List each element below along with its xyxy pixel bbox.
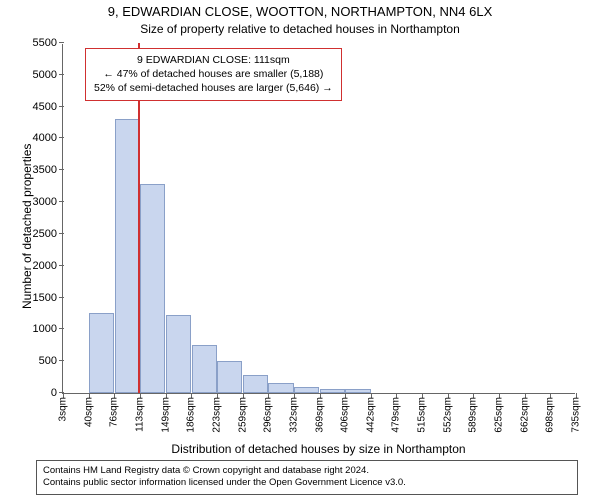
- annotation-larger: 52% of semi-detached houses are larger (…: [94, 81, 333, 95]
- x-tick-label: 662sqm: [519, 393, 530, 433]
- x-tick-label: 369sqm: [314, 393, 325, 433]
- x-tick-label: 552sqm: [442, 393, 453, 433]
- x-tick-label: 625sqm: [494, 393, 505, 433]
- y-tick-label: 3000: [33, 196, 63, 208]
- histogram-chart: 9, EDWARDIAN CLOSE, WOOTTON, NORTHAMPTON…: [0, 0, 600, 500]
- x-tick-label: 76sqm: [109, 393, 120, 427]
- histogram-bar: [115, 119, 140, 393]
- histogram-bar: [268, 383, 293, 393]
- y-tick-label: 4500: [33, 101, 63, 113]
- x-tick-label: 259sqm: [237, 393, 248, 433]
- histogram-bar: [166, 315, 191, 393]
- x-tick-label: 515sqm: [417, 393, 428, 433]
- y-tick-label: 2000: [33, 260, 63, 272]
- histogram-bar: [243, 375, 268, 393]
- histogram-bar: [294, 387, 319, 393]
- x-tick-label: 442sqm: [365, 393, 376, 433]
- x-tick-label: 186sqm: [186, 393, 197, 433]
- property-annotation: 9 EDWARDIAN CLOSE: 111sqm ← 47% of detac…: [85, 48, 342, 101]
- y-axis-label: Number of detached properties: [20, 144, 34, 309]
- x-tick-label: 149sqm: [160, 393, 171, 433]
- footer-line-2: Contains public sector information licen…: [43, 477, 571, 489]
- y-tick-label: 5000: [33, 69, 63, 81]
- x-tick-label: 113sqm: [134, 393, 145, 432]
- y-tick-label: 5500: [33, 37, 63, 49]
- y-tick-label: 3500: [33, 164, 63, 176]
- annotation-smaller: ← 47% of detached houses are smaller (5,…: [94, 67, 333, 81]
- x-tick-label: 296sqm: [263, 393, 274, 433]
- y-tick-label: 4000: [33, 132, 63, 144]
- x-tick-label: 223sqm: [211, 393, 222, 433]
- histogram-bar: [320, 389, 345, 393]
- x-tick-label: 479sqm: [391, 393, 402, 433]
- x-tick-label: 40sqm: [83, 393, 94, 427]
- x-tick-label: 3sqm: [58, 393, 69, 421]
- x-axis-label: Distribution of detached houses by size …: [62, 442, 575, 456]
- x-tick-label: 332sqm: [288, 393, 299, 433]
- y-tick-label: 2500: [33, 228, 63, 240]
- histogram-bar: [345, 389, 370, 393]
- chart-title-description: Size of property relative to detached ho…: [0, 22, 600, 36]
- x-tick-label: 698sqm: [545, 393, 556, 433]
- y-tick-label: 500: [39, 355, 63, 367]
- annotation-property: 9 EDWARDIAN CLOSE: 111sqm: [94, 53, 333, 67]
- histogram-bar: [192, 345, 217, 393]
- x-tick-label: 735sqm: [571, 393, 582, 433]
- x-tick-label: 589sqm: [468, 393, 479, 433]
- footer-line-1: Contains HM Land Registry data © Crown c…: [43, 465, 571, 477]
- histogram-bar: [89, 313, 114, 393]
- attribution-footer: Contains HM Land Registry data © Crown c…: [36, 460, 578, 495]
- histogram-bar: [140, 184, 165, 393]
- histogram-bar: [217, 361, 242, 393]
- y-tick-label: 1000: [33, 323, 63, 335]
- y-tick-label: 1500: [33, 292, 63, 304]
- chart-title-address: 9, EDWARDIAN CLOSE, WOOTTON, NORTHAMPTON…: [0, 4, 600, 19]
- x-tick-label: 406sqm: [340, 393, 351, 433]
